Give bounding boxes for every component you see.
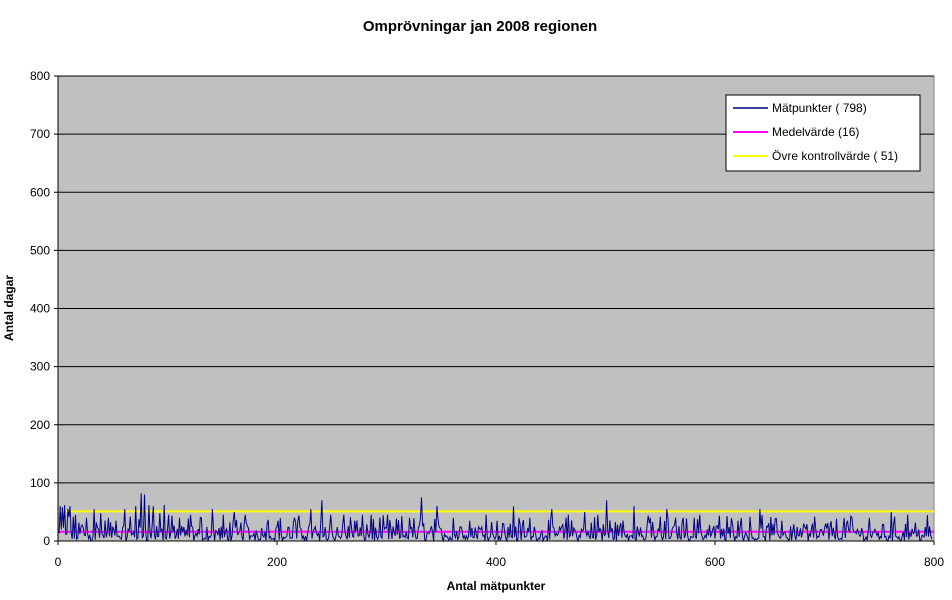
x-tick-label: 200 <box>267 555 287 569</box>
x-axis-title: Antal mätpunkter <box>447 579 546 593</box>
series-lines <box>58 493 934 543</box>
legend-label-ovre-kontrollvarde: Övre kontrollvärde ( 51) <box>772 149 898 163</box>
y-tick-label: 800 <box>30 69 50 83</box>
chart-title: Omprövningar jan 2008 regionen <box>363 18 597 35</box>
y-tick-label: 300 <box>30 360 50 374</box>
y-tick-label: 100 <box>30 476 50 490</box>
y-tick-label: 200 <box>30 418 50 432</box>
x-axis-ticks: 0 200 400 600 800 <box>55 541 944 569</box>
y-tick-label: 0 <box>43 534 50 548</box>
legend-label-matpunkter: Mätpunkter ( 798) <box>772 101 867 115</box>
x-tick-label: 0 <box>55 555 62 569</box>
x-tick-label: 400 <box>486 555 506 569</box>
y-tick-label: 500 <box>30 243 50 257</box>
x-tick-label: 800 <box>924 555 944 569</box>
x-tick-label: 600 <box>705 555 725 569</box>
y-axis-title: Antal dagar <box>2 275 16 341</box>
y-tick-label: 600 <box>30 185 50 199</box>
legend: Mätpunkter ( 798) Medelvärde (16) Övre k… <box>725 94 921 172</box>
y-tick-label: 700 <box>30 127 50 141</box>
legend-label-medelvarde: Medelvärde (16) <box>772 125 859 139</box>
y-tick-label: 400 <box>30 302 50 316</box>
series-line-matpunkter <box>58 493 933 543</box>
y-axis-ticks: 0 100 200 300 400 500 600 700 800 <box>30 69 58 548</box>
